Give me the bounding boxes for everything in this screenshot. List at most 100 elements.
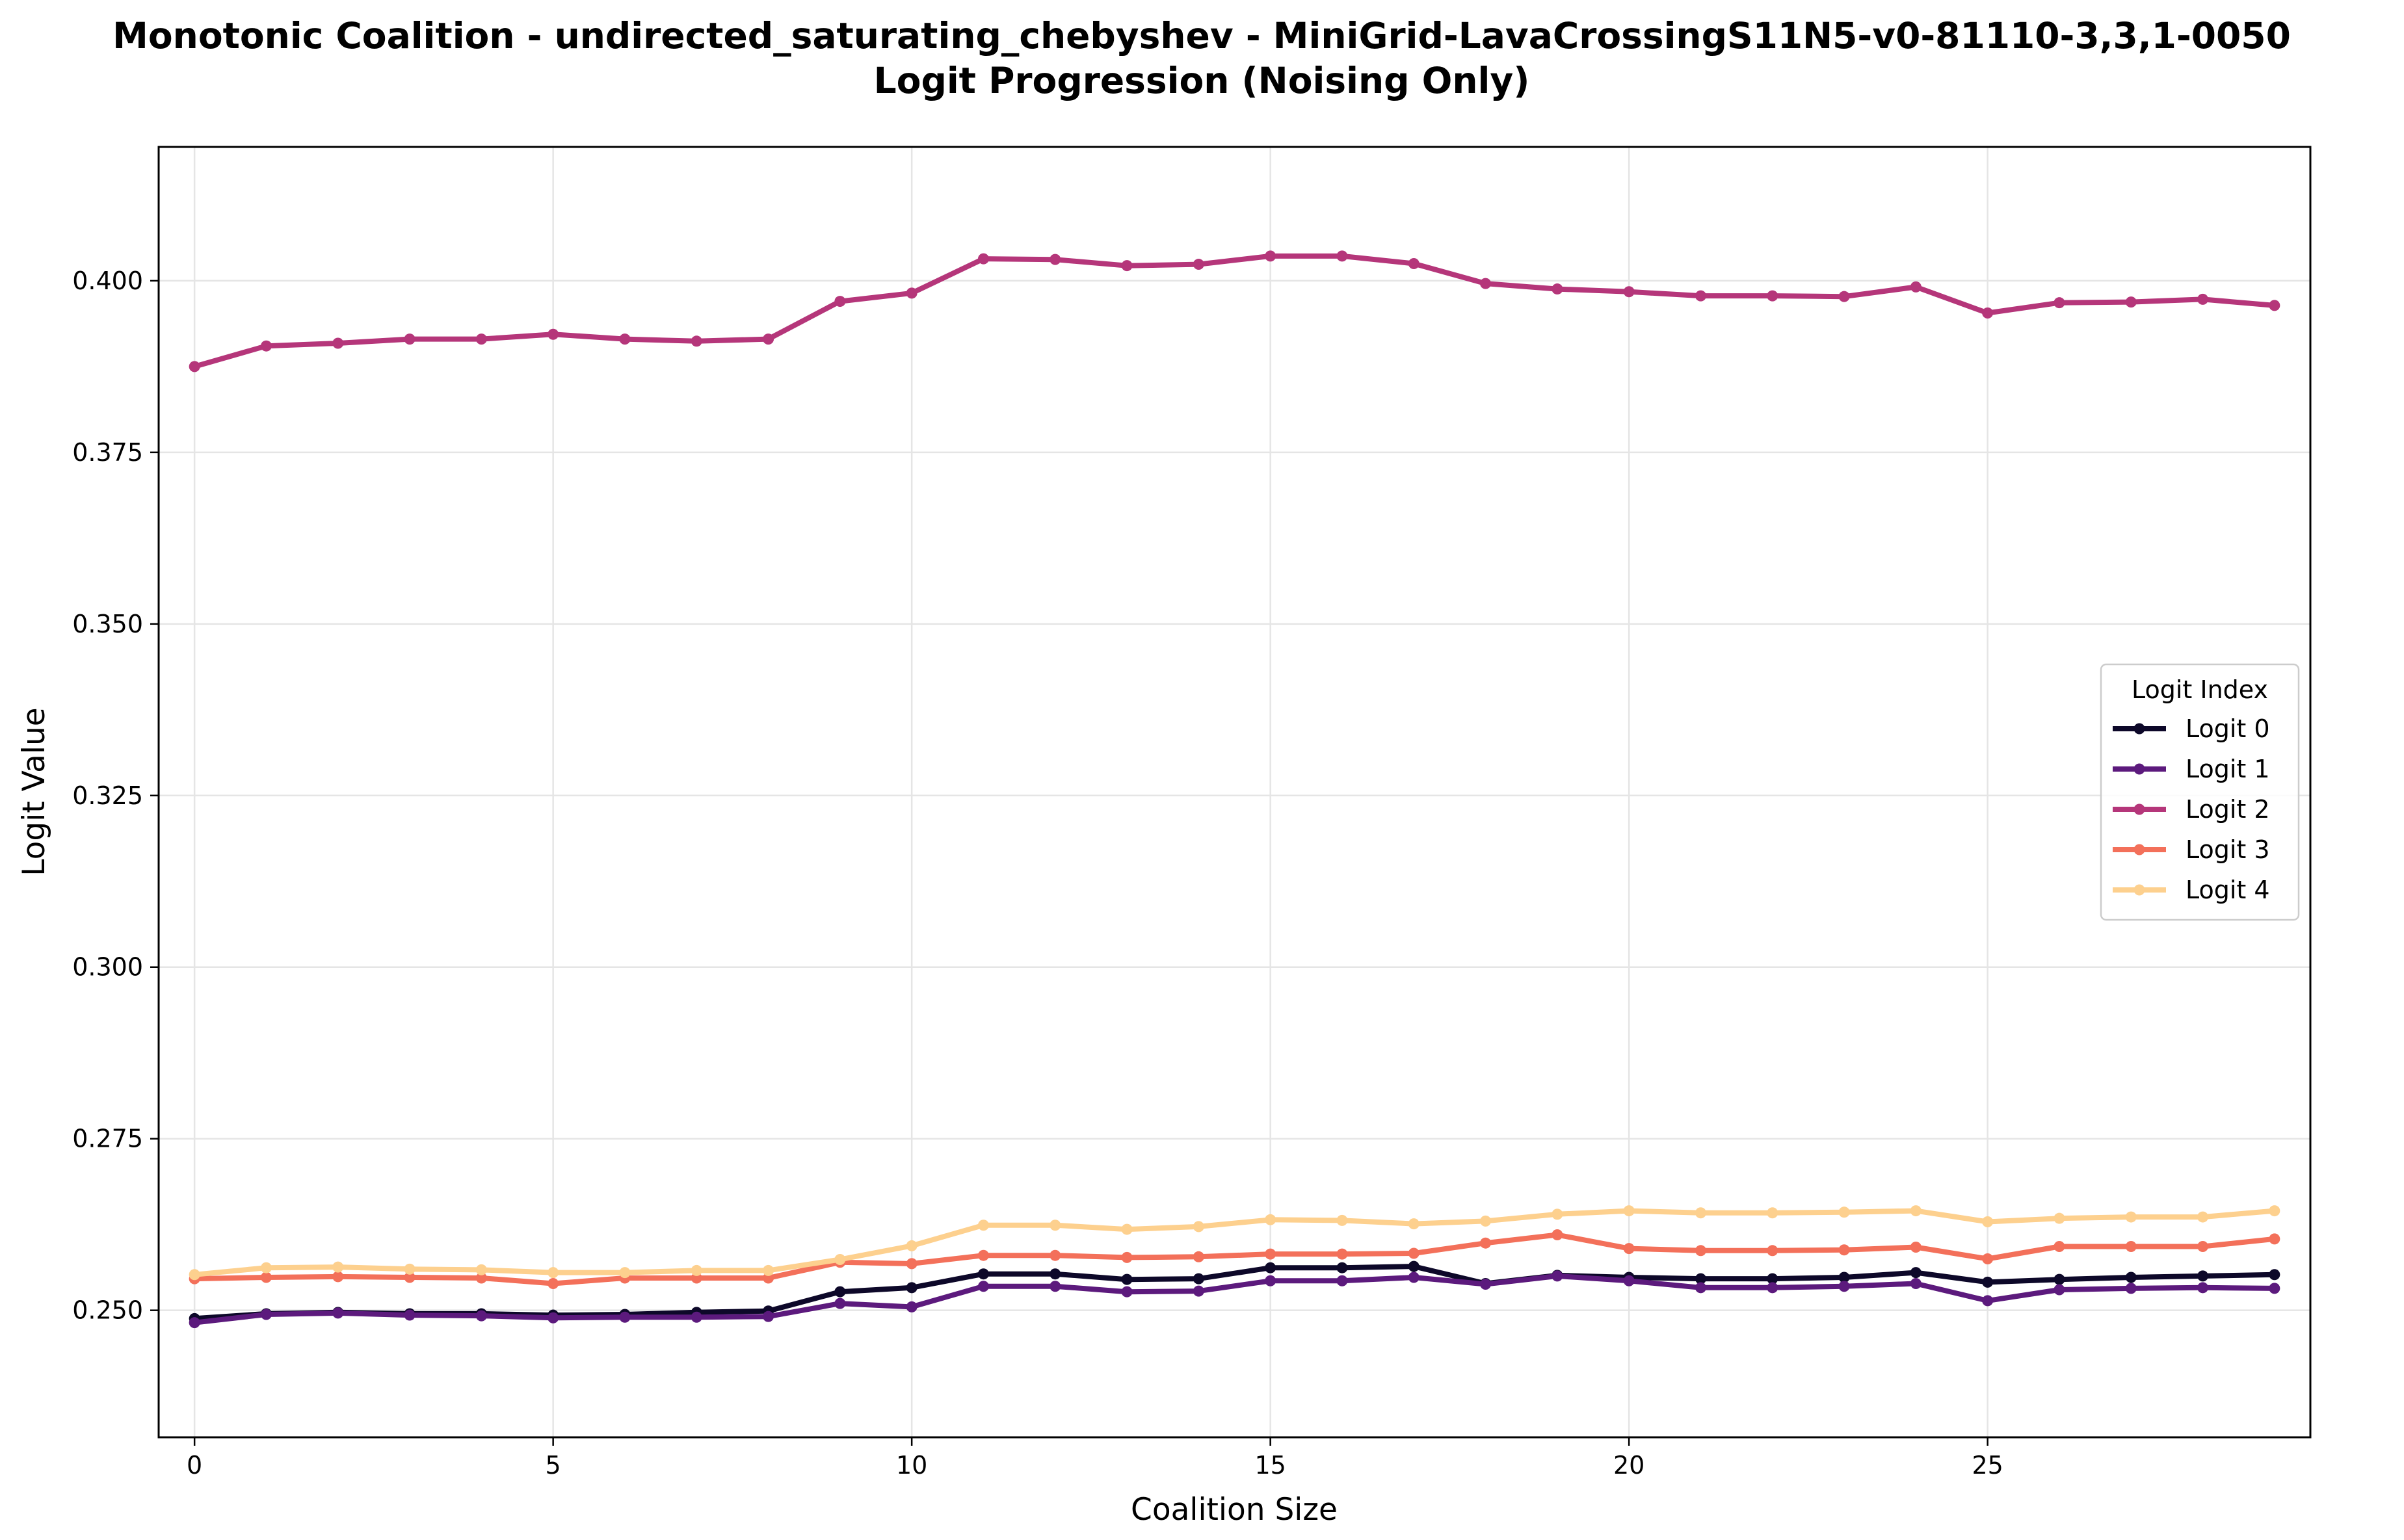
series-line [192, 253, 2277, 369]
data-point [906, 1240, 918, 1251]
legend-swatch-marker [2133, 844, 2145, 855]
data-point [2054, 1212, 2065, 1224]
y-tick-label: 0.250 [72, 1296, 143, 1325]
data-point [1695, 1282, 1706, 1294]
data-point [1480, 1237, 1492, 1249]
data-point [2125, 1283, 2137, 1294]
data-point [548, 1277, 559, 1289]
data-point [977, 1281, 989, 1292]
legend-swatch-marker [2133, 884, 2145, 896]
y-tick-label: 0.325 [72, 781, 143, 810]
data-point [1480, 1279, 1492, 1290]
legend-item-logit-2: Logit 2 [2113, 795, 2270, 824]
plot-frame [157, 146, 2312, 1439]
data-point [1767, 1282, 1778, 1294]
data-point [548, 328, 559, 340]
data-point [332, 337, 344, 349]
data-point [332, 1261, 344, 1273]
data-point [906, 1282, 918, 1294]
data-point [1695, 1245, 1706, 1257]
data-point [763, 1272, 774, 1284]
data-point [1767, 1245, 1778, 1257]
data-point [619, 1267, 631, 1279]
data-point [1336, 250, 1348, 262]
data-point [906, 287, 918, 299]
series-layer [189, 250, 2280, 1329]
data-point [1838, 1272, 1850, 1283]
data-point [1408, 257, 1420, 269]
data-point [977, 1220, 989, 1231]
data-point [1552, 283, 1563, 295]
data-point [1623, 1243, 1635, 1255]
data-point [1552, 1229, 1563, 1241]
axis-ticks: 0 5 10 15 20 25 0.250 0.275 0.300 0.325 0.350 0.375… [72, 267, 2003, 1480]
x-tick-label: 10 [896, 1451, 927, 1480]
data-point [548, 1267, 559, 1279]
y-tick-label: 0.275 [72, 1125, 143, 1153]
data-point [2125, 296, 2137, 308]
data-point [1193, 1251, 1204, 1262]
legend-item-logit-0: Logit 0 [2113, 714, 2270, 743]
data-point [1121, 260, 1133, 272]
data-point [2054, 1284, 2065, 1296]
x-tick-label: 25 [1972, 1451, 2003, 1480]
data-point [2197, 293, 2209, 305]
data-point [1265, 1214, 1276, 1225]
data-point [691, 1311, 702, 1323]
data-point [1767, 1207, 1778, 1219]
data-point [2197, 1211, 2209, 1223]
data-point [2054, 297, 2065, 309]
data-point [1050, 254, 1061, 265]
legend: Logit Index Logit 0 Logit 1 Logit 2 Logit 3 L… [2100, 663, 2300, 921]
data-point [548, 1312, 559, 1324]
y-tick-label: 0.300 [72, 953, 143, 982]
data-point [1910, 1277, 1922, 1289]
data-point [763, 333, 774, 345]
data-point [834, 1286, 846, 1298]
data-point [1408, 1247, 1420, 1259]
series-logit-1 [189, 1270, 2280, 1329]
data-point [1193, 1221, 1204, 1233]
x-tick-label: 0 [187, 1451, 202, 1480]
grid-lines [159, 147, 2310, 1437]
data-point [189, 361, 200, 372]
data-point [1121, 1273, 1133, 1285]
legend-item-logit-1: Logit 1 [2113, 755, 2270, 783]
data-point [2054, 1240, 2065, 1252]
data-point [1050, 1220, 1061, 1231]
data-point [763, 1264, 774, 1276]
series-line [192, 1273, 2277, 1325]
data-point [1838, 1244, 1850, 1256]
data-point [260, 1262, 272, 1273]
data-point [1193, 1273, 1204, 1285]
legend-item-logit-3: Logit 3 [2113, 835, 2270, 864]
data-point [1336, 1248, 1348, 1260]
data-point [1767, 1273, 1778, 1285]
x-tick-label: 5 [546, 1451, 561, 1480]
data-point [260, 1309, 272, 1320]
data-point [1910, 1267, 1922, 1279]
data-point [906, 1301, 918, 1312]
data-point [906, 1258, 918, 1270]
data-point [2269, 1233, 2280, 1245]
data-point [1121, 1286, 1133, 1298]
series-logit-2 [189, 250, 2280, 372]
data-point [1982, 1295, 1994, 1307]
data-point [977, 1268, 989, 1280]
data-point [1265, 1275, 1276, 1286]
data-point [691, 1272, 702, 1284]
chart-title: Monotonic Coalition - undirected_saturat… [112, 15, 2291, 57]
data-point [1552, 1270, 1563, 1282]
series-line [192, 1232, 2277, 1286]
data-point [977, 1249, 989, 1261]
data-point [1265, 1262, 1276, 1273]
data-point [1982, 1253, 1994, 1264]
y-axis-label: Logit Value [16, 707, 52, 876]
x-axis-label: Coalition Size [1131, 1492, 1338, 1528]
data-point [2269, 1269, 2280, 1281]
data-point [260, 340, 272, 352]
data-point [2054, 1273, 2065, 1285]
data-point [1336, 1275, 1348, 1286]
data-point [1982, 307, 1994, 319]
